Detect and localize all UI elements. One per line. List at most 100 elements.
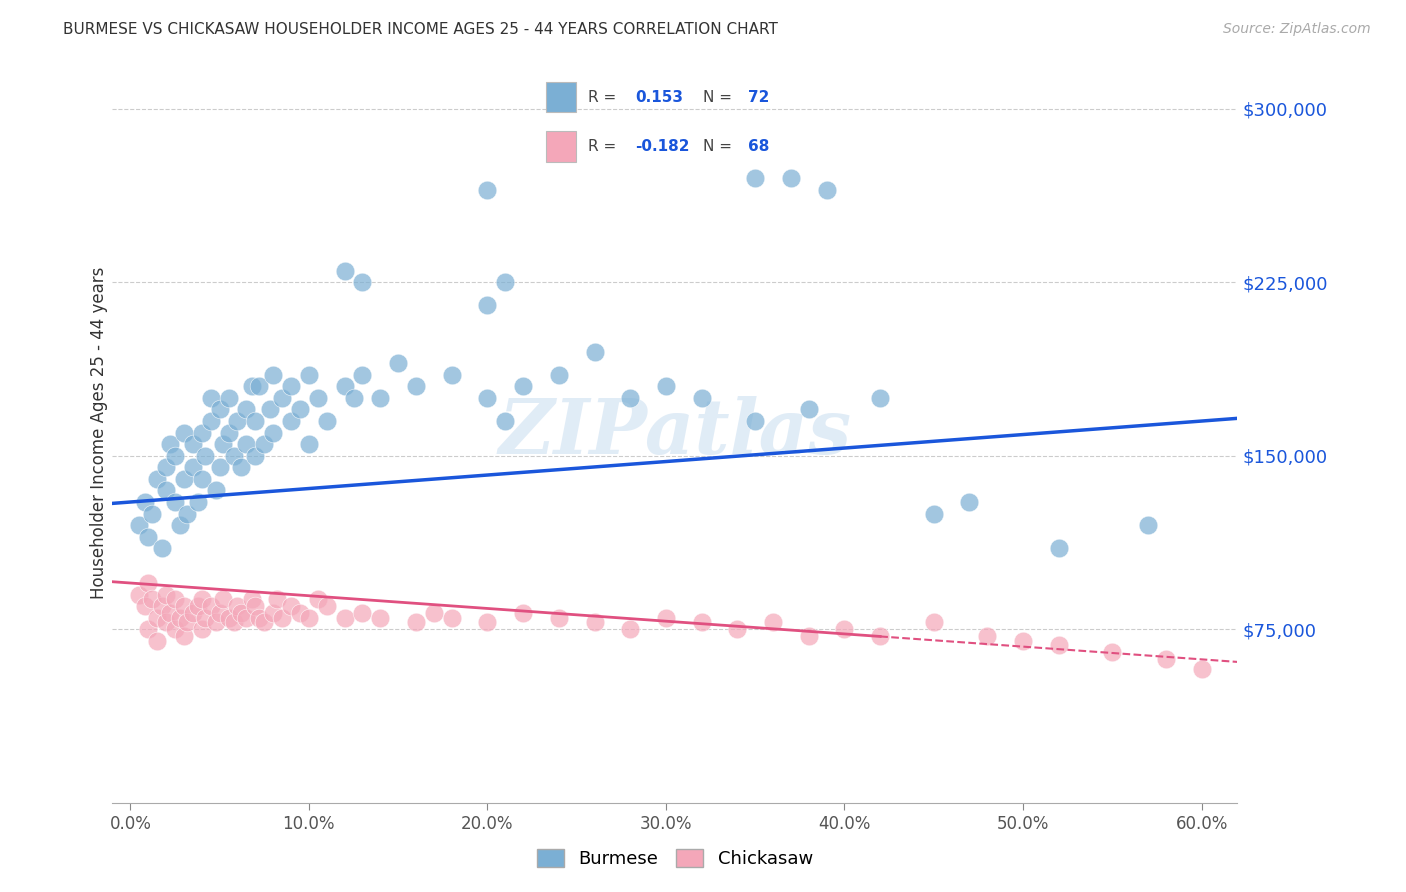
Point: [262, 368, 284, 382]
Point: [146, 472, 169, 486]
Point: [1012, 633, 1035, 648]
Point: [280, 414, 302, 428]
Point: [387, 356, 409, 370]
Point: [245, 599, 267, 614]
Point: [976, 629, 998, 643]
Point: [922, 507, 945, 521]
Point: [245, 414, 267, 428]
Point: [352, 606, 374, 620]
Point: [187, 495, 209, 509]
Point: [288, 402, 311, 417]
Point: [141, 592, 163, 607]
Point: [725, 622, 748, 636]
Point: [200, 599, 222, 614]
Point: [655, 610, 678, 624]
Point: [271, 391, 294, 405]
Point: [477, 615, 499, 630]
Point: [780, 171, 803, 186]
Point: [619, 622, 641, 636]
Point: [194, 449, 217, 463]
Point: [333, 610, 356, 624]
Point: [253, 437, 276, 451]
Point: [440, 368, 463, 382]
Point: [655, 379, 678, 393]
Point: [173, 629, 195, 643]
Text: -0.182: -0.182: [636, 139, 690, 153]
Point: [235, 402, 257, 417]
Point: [797, 402, 820, 417]
Point: [222, 615, 245, 630]
Text: N =: N =: [703, 139, 733, 153]
Point: [869, 391, 891, 405]
Point: [240, 379, 263, 393]
Point: [205, 483, 228, 498]
Point: [245, 449, 267, 463]
Point: [235, 610, 257, 624]
Point: [352, 368, 374, 382]
Point: [280, 379, 302, 393]
Point: [619, 391, 641, 405]
Point: [259, 402, 281, 417]
Point: [368, 391, 391, 405]
Point: [368, 610, 391, 624]
Point: [959, 495, 981, 509]
Point: [797, 629, 820, 643]
Point: [155, 588, 177, 602]
Point: [212, 437, 235, 451]
Point: [181, 437, 204, 451]
Point: [181, 606, 204, 620]
Point: [288, 606, 311, 620]
Point: [477, 391, 499, 405]
Point: [163, 495, 186, 509]
Point: [298, 368, 321, 382]
Point: [226, 599, 249, 614]
Y-axis label: Householder Income Ages 25 - 44 years: Householder Income Ages 25 - 44 years: [90, 267, 108, 599]
Point: [229, 606, 252, 620]
Point: [1137, 518, 1160, 533]
Point: [512, 606, 534, 620]
Point: [253, 615, 276, 630]
Point: [163, 592, 186, 607]
Point: [218, 425, 240, 440]
Point: [176, 615, 198, 630]
Point: [134, 495, 156, 509]
Point: [262, 606, 284, 620]
Point: [583, 615, 606, 630]
Text: R =: R =: [588, 89, 616, 104]
Point: [494, 275, 516, 289]
Point: [205, 615, 228, 630]
Point: [477, 183, 499, 197]
Point: [298, 610, 321, 624]
Point: [423, 606, 446, 620]
Point: [176, 507, 198, 521]
Point: [152, 599, 174, 614]
Point: [494, 414, 516, 428]
FancyBboxPatch shape: [546, 82, 576, 112]
Point: [136, 530, 159, 544]
Point: [159, 606, 181, 620]
Point: [922, 615, 945, 630]
Point: [152, 541, 174, 556]
Point: [136, 622, 159, 636]
Point: [262, 425, 284, 440]
Point: [307, 592, 329, 607]
Point: [834, 622, 856, 636]
Text: BURMESE VS CHICKASAW HOUSEHOLDER INCOME AGES 25 - 44 YEARS CORRELATION CHART: BURMESE VS CHICKASAW HOUSEHOLDER INCOME …: [63, 22, 778, 37]
Point: [333, 379, 356, 393]
Text: 72: 72: [748, 89, 769, 104]
Point: [208, 460, 231, 475]
Text: 0.153: 0.153: [636, 89, 683, 104]
Point: [136, 576, 159, 591]
Point: [128, 588, 150, 602]
Point: [155, 460, 177, 475]
Point: [298, 437, 321, 451]
Point: [190, 592, 212, 607]
Point: [352, 275, 374, 289]
Legend: Burmese, Chickasaw: Burmese, Chickasaw: [530, 841, 820, 875]
Point: [208, 606, 231, 620]
Point: [1047, 639, 1070, 653]
Point: [229, 460, 252, 475]
Text: Source: ZipAtlas.com: Source: ZipAtlas.com: [1223, 22, 1371, 37]
Point: [155, 483, 177, 498]
Point: [512, 379, 534, 393]
